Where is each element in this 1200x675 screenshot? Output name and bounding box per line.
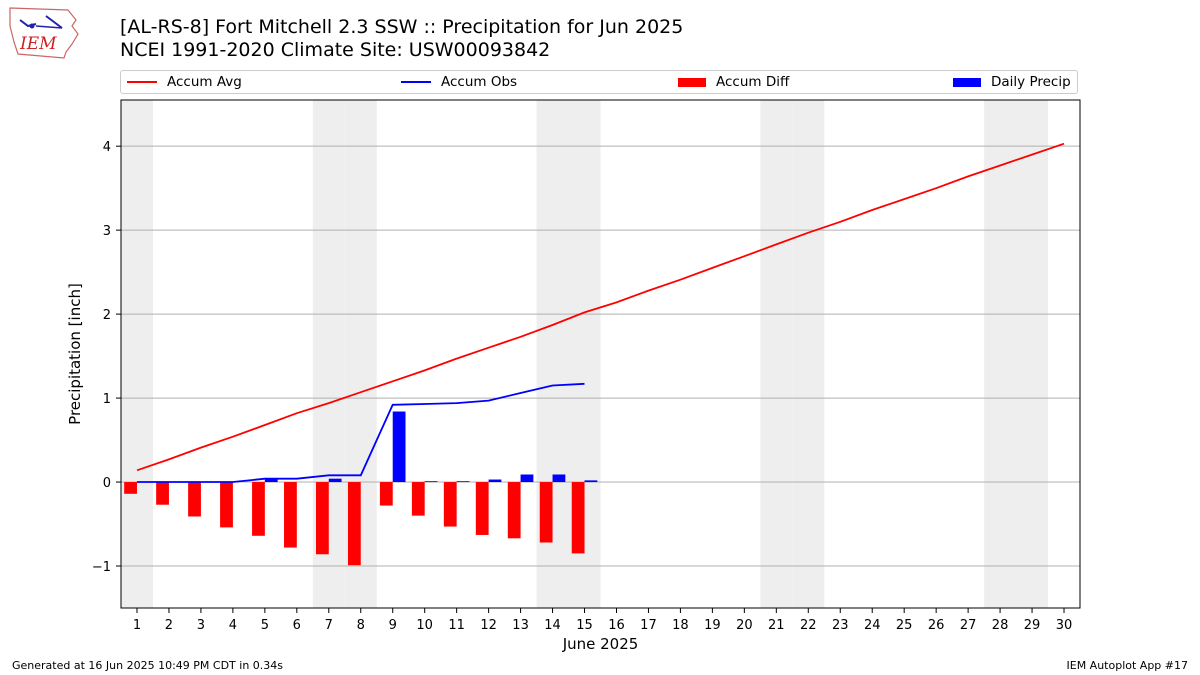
- weekend-band: [760, 100, 793, 608]
- x-tick-label: 10: [416, 618, 433, 633]
- accum-diff-bar: [443, 482, 457, 527]
- chart-subtitle: NCEI 1991-2020 Climate Site: USW00093842: [120, 39, 551, 61]
- daily-precip-bar: [520, 474, 534, 483]
- plot-frame: [120, 99, 1081, 609]
- legend-label-daily-precip: Daily Precip: [991, 74, 1071, 90]
- weekend-band: [792, 100, 825, 608]
- accum-avg-line: [136, 142, 1065, 472]
- legend-swatch-accum-obs: [401, 81, 431, 83]
- legend-swatch-accum-diff: [678, 77, 706, 87]
- x-tick-label: 6: [293, 618, 301, 633]
- x-tick-label: 1: [133, 618, 141, 633]
- y-tick-label: 2: [103, 308, 111, 323]
- accum-diff-bar: [188, 482, 201, 517]
- x-tick-label: 21: [768, 618, 785, 633]
- x-tick-label: 17: [640, 618, 657, 633]
- accum-diff-bar: [347, 482, 361, 566]
- logo-text: IEM: [19, 34, 57, 54]
- x-tick-label: 5: [261, 618, 269, 633]
- x-tick-label: 3: [197, 618, 205, 633]
- daily-precip-bar: [424, 481, 438, 483]
- chart-title: [AL-RS-8] Fort Mitchell 2.3 SSW :: Preci…: [120, 16, 684, 38]
- x-tick-label: 16: [608, 618, 625, 633]
- y-tick-label: 1: [103, 392, 111, 407]
- x-tick-label: 26: [928, 618, 945, 633]
- accum-diff-bar: [507, 482, 521, 539]
- accum-diff-bar: [284, 482, 297, 548]
- accum-diff-bar: [571, 482, 585, 554]
- x-tick-label: 11: [448, 618, 465, 633]
- x-tick-label: 13: [512, 618, 529, 633]
- y-tick-label: −1: [92, 560, 111, 575]
- x-tick-label: 28: [992, 618, 1009, 633]
- legend-swatch-accum-avg: [127, 81, 157, 83]
- footer-generated-text: Generated at 16 Jun 2025 10:49 PM CDT in…: [12, 659, 284, 672]
- accum-obs-line: [137, 382, 585, 483]
- weekend-band: [121, 100, 153, 608]
- y-tick-label: 4: [103, 140, 111, 155]
- accum-diff-bar: [411, 482, 425, 516]
- daily-precip-bar: [488, 479, 502, 483]
- weekend-band: [1016, 100, 1049, 608]
- x-tick-label: 30: [1056, 618, 1073, 633]
- daily-precip-bar: [264, 478, 278, 483]
- legend-label-accum-obs: Accum Obs: [441, 74, 518, 90]
- footer-app-label: IEM Autoplot App #17: [1066, 659, 1189, 672]
- daily-precip-bar: [328, 478, 342, 483]
- y-axis-label: Precipitation [inch]: [66, 283, 84, 425]
- accum-diff-bar: [475, 482, 489, 535]
- accum-diff-bar: [315, 482, 329, 555]
- x-axis-label: June 2025: [562, 635, 639, 653]
- legend-label-accum-diff: Accum Diff: [716, 74, 790, 90]
- x-tick-label: 20: [736, 618, 753, 633]
- x-tick-label: 7: [325, 618, 333, 633]
- x-tick-label: 15: [576, 618, 593, 633]
- daily-precip-bar: [552, 474, 566, 483]
- y-tick-label: 3: [103, 224, 111, 239]
- x-tick-label: 12: [480, 618, 497, 633]
- legend-item-accum-diff: Accum Diff: [678, 71, 789, 93]
- x-tick-label: 8: [357, 618, 365, 633]
- x-tick-label: 18: [672, 618, 689, 633]
- x-tick-label: 2: [165, 618, 173, 633]
- legend-label-accum-avg: Accum Avg: [167, 74, 242, 90]
- accum-diff-bar: [539, 482, 553, 543]
- legend-item-accum-avg: Accum Avg: [127, 71, 242, 93]
- x-tick-label: 9: [389, 618, 397, 633]
- accum-diff-bar: [156, 482, 169, 505]
- x-tick-label: 24: [864, 618, 881, 633]
- x-tick-label: 25: [896, 618, 913, 633]
- chart-legend: Accum Avg Accum Obs Accum Diff Daily Pre…: [120, 70, 1078, 94]
- x-tick-label: 22: [800, 618, 817, 633]
- legend-item-daily-precip: Daily Precip: [953, 71, 1071, 93]
- daily-precip-bar: [456, 481, 470, 483]
- x-tick-label: 23: [832, 618, 849, 633]
- daily-precip-bar: [584, 480, 598, 483]
- accum-diff-bar: [220, 482, 233, 528]
- x-tick-label: 27: [960, 618, 977, 633]
- daily-precip-bar: [392, 411, 406, 483]
- x-tick-label: 14: [544, 618, 561, 633]
- x-tick-label: 19: [704, 618, 721, 633]
- accum-diff-bar: [124, 482, 137, 494]
- x-tick-label: 29: [1024, 618, 1041, 633]
- legend-item-accum-obs: Accum Obs: [401, 71, 517, 93]
- accum-diff-bar: [379, 482, 393, 506]
- accum-diff-bar: [252, 482, 265, 536]
- weekend-band: [984, 100, 1017, 608]
- legend-swatch-daily-precip: [953, 77, 981, 87]
- iem-logo: IEM: [9, 7, 79, 59]
- y-tick-label: 0: [103, 476, 111, 491]
- x-tick-label: 4: [229, 618, 237, 633]
